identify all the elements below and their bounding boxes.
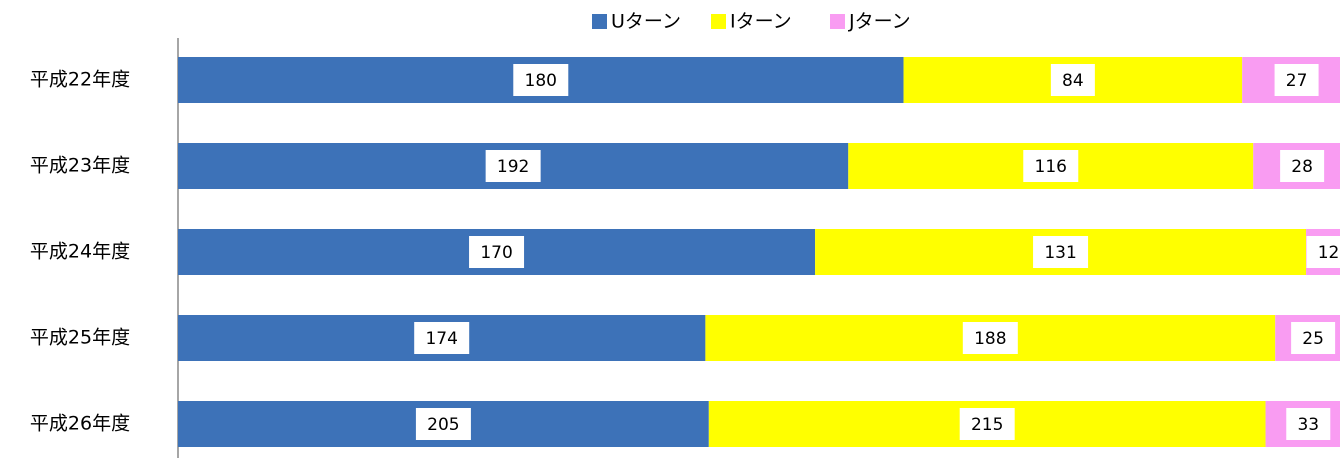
data-label: 174	[425, 329, 457, 349]
category-label: 平成26年度	[30, 413, 130, 435]
data-label: 28	[1291, 157, 1313, 177]
data-label: 131	[1044, 243, 1076, 263]
data-label-box	[1023, 150, 1079, 182]
legend-label: Uターン	[611, 11, 681, 33]
category-label: 平成23年度	[30, 155, 130, 177]
legend-swatch	[592, 14, 607, 29]
legend-label: Jターン	[848, 11, 911, 33]
data-label: 25	[1302, 329, 1324, 349]
data-label: 180	[525, 71, 557, 91]
data-label: 27	[1286, 71, 1308, 91]
data-label-box	[513, 64, 569, 96]
category-label: 平成25年度	[30, 327, 130, 349]
data-label-box	[485, 150, 541, 182]
data-label-box	[415, 408, 471, 440]
category-label: 平成22年度	[30, 69, 130, 91]
data-label: 215	[971, 415, 1003, 435]
data-label-box	[959, 408, 1015, 440]
data-label-box	[1274, 64, 1319, 96]
data-label-box	[414, 322, 470, 354]
data-label: 205	[427, 415, 459, 435]
legend: Uターン Iターン Jターン	[592, 11, 911, 33]
data-label: 188	[974, 329, 1006, 349]
data-label: 170	[480, 243, 512, 263]
data-label: 116	[1035, 157, 1067, 177]
data-label-box	[1291, 322, 1336, 354]
legend-swatch	[830, 14, 845, 29]
legend-label: Iターン	[730, 11, 792, 33]
data-label-box	[1033, 236, 1089, 268]
category-label: 平成24年度	[30, 241, 130, 263]
data-label-box	[962, 322, 1018, 354]
data-label: 33	[1297, 415, 1319, 435]
data-label-box	[1286, 408, 1331, 440]
data-label-box	[1050, 64, 1095, 96]
data-label: 12	[1318, 243, 1340, 263]
data-label-box	[1280, 150, 1325, 182]
data-label: 84	[1062, 71, 1084, 91]
data-label-box	[469, 236, 525, 268]
data-label: 192	[497, 157, 529, 177]
data-label-box	[1306, 236, 1340, 268]
legend-swatch	[711, 14, 726, 29]
